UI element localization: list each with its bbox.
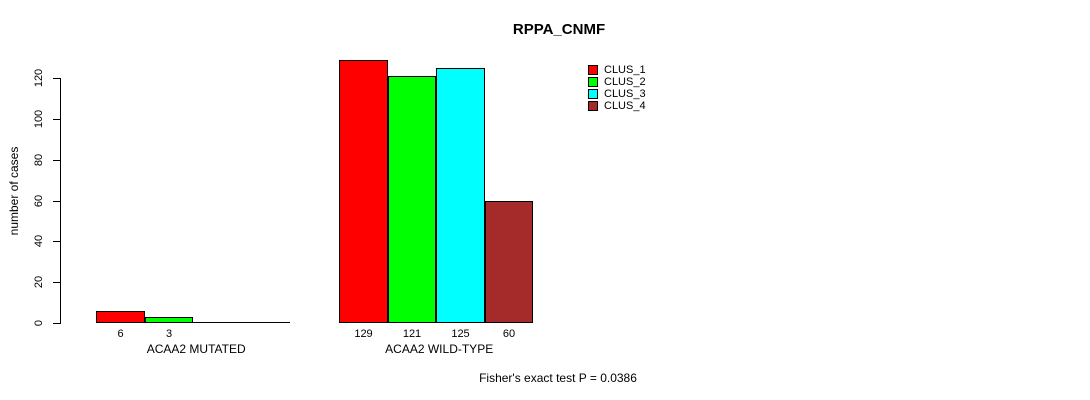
bar-clus_2-wild-type	[388, 76, 436, 323]
bar-clus_4-zero	[242, 322, 290, 323]
chart-title: RPPA_CNMF	[512, 21, 606, 38]
y-tick-label: 120	[33, 68, 45, 88]
legend-item-clus_1: CLUS_1	[588, 64, 646, 76]
legend-swatch-icon	[588, 77, 598, 87]
y-tick-mark	[53, 323, 60, 324]
bar-clus_3-zero	[193, 322, 242, 323]
legend-label: CLUS_3	[604, 88, 646, 100]
bar-clus_4-wild-type	[485, 201, 533, 323]
bar-clus_1-wild-type	[339, 60, 388, 323]
legend-item-clus_4: CLUS_4	[588, 100, 646, 112]
legend-swatch-icon	[588, 65, 598, 75]
bar-value-label: 125	[451, 328, 470, 340]
y-tick-mark	[53, 201, 60, 202]
y-tick-mark	[53, 282, 60, 283]
legend: CLUS_1 CLUS_2 CLUS_3 CLUS_4	[588, 64, 646, 112]
bar-clus_3-wild-type	[436, 68, 485, 323]
legend-item-clus_2: CLUS_2	[588, 76, 646, 88]
y-tick-mark	[53, 241, 60, 242]
annotation-text: Fisher's exact test P = 0.0386	[479, 371, 637, 385]
bar-value-label: 6	[117, 328, 124, 340]
legend-label: CLUS_1	[604, 64, 646, 76]
y-tick-mark	[53, 160, 60, 161]
y-tick-mark	[53, 119, 60, 120]
bar-value-label: 121	[402, 328, 422, 340]
bar-value-label: 129	[354, 328, 373, 340]
y-tick-label: 80	[33, 153, 45, 167]
category-label: ACAA2 WILD-TYPE	[385, 342, 494, 356]
y-axis-label: number of cases	[7, 146, 21, 236]
y-tick-label: 0	[33, 319, 45, 327]
y-tick-label: 60	[33, 194, 45, 208]
bar-clus_1-mutated	[96, 311, 145, 323]
category-label: ACAA2 MUTATED	[146, 342, 246, 356]
legend-label: CLUS_2	[604, 76, 646, 88]
bar-value-label: 60	[502, 328, 516, 340]
legend-swatch-icon	[588, 101, 598, 111]
y-tick-label: 100	[33, 109, 45, 129]
y-axis-line	[60, 78, 61, 324]
legend-item-clus_3: CLUS_3	[588, 88, 646, 100]
y-tick-label: 20	[33, 275, 45, 289]
y-tick-mark	[53, 78, 60, 79]
legend-swatch-icon	[588, 89, 598, 99]
y-tick-label: 40	[33, 234, 45, 248]
bar-value-label: 3	[165, 328, 173, 340]
bar-clus_2-mutated	[145, 317, 193, 323]
legend-label: CLUS_4	[604, 100, 646, 112]
